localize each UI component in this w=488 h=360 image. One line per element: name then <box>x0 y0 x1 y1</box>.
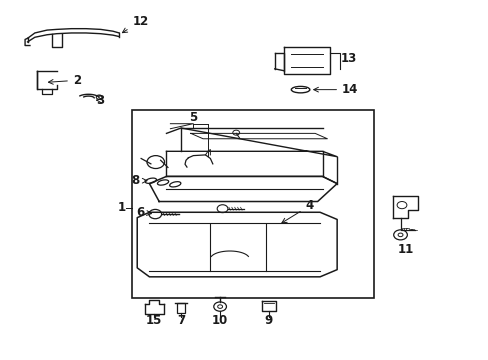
Text: 8: 8 <box>131 174 147 187</box>
Text: 12: 12 <box>122 15 148 33</box>
Text: 11: 11 <box>396 243 413 256</box>
Text: 7: 7 <box>177 314 185 328</box>
Text: 6: 6 <box>136 206 151 219</box>
Text: 4: 4 <box>282 199 313 223</box>
Text: 2: 2 <box>48 74 81 87</box>
Bar <box>177 303 184 313</box>
Bar <box>132 110 373 298</box>
Text: 14: 14 <box>313 83 358 96</box>
Text: 15: 15 <box>146 314 162 328</box>
Text: 3: 3 <box>96 94 103 107</box>
Text: 10: 10 <box>212 314 228 328</box>
Text: 1: 1 <box>117 202 125 215</box>
Text: 5: 5 <box>189 111 197 124</box>
Text: 13: 13 <box>340 53 356 66</box>
Text: 9: 9 <box>264 314 272 328</box>
